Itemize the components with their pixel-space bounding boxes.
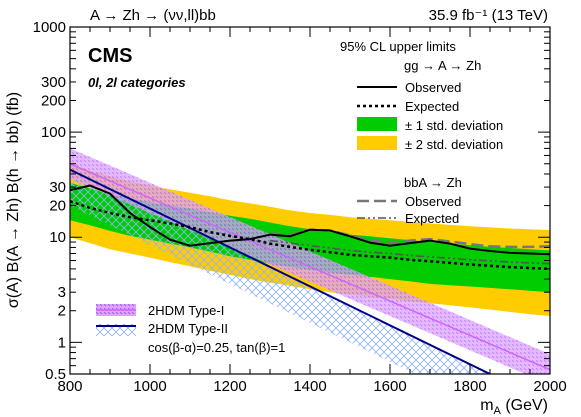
axis-ticks: [69, 26, 551, 375]
x-tick-label: 1800: [453, 378, 486, 395]
legend-bb-observed: Observed: [405, 194, 461, 209]
y-tick-label: 1000: [33, 19, 66, 36]
categories-label: 0l, 2l categories: [88, 75, 186, 90]
y-tick-label: 200: [41, 92, 66, 109]
y-tick-label: 0.5: [45, 366, 66, 383]
legend-thdm-params: cos(β-α)=0.25, tan(β)=1: [148, 340, 285, 355]
x-tick-label: 1000: [133, 378, 166, 395]
x-tick-label: 1400: [293, 378, 326, 395]
legend-band2: ± 2 std. deviation: [405, 137, 503, 152]
thdm2-line: [70, 168, 491, 374]
y-tick-label: 3: [58, 284, 66, 301]
y-axis-title: σ(A) B(A → Zh) B(h → bb) (fb): [5, 92, 22, 308]
y-tick-label: 100: [41, 124, 66, 141]
y-tick-label: 20: [49, 198, 66, 215]
x-tick-label: 1200: [213, 378, 246, 395]
y-tick-label: 1: [58, 334, 66, 351]
legend-main: 95% CL upper limits gg → A → Zh Observed…: [340, 39, 503, 226]
legend-2hdm: 2HDM Type-I 2HDM Type-II cos(β-α)=0.25, …: [96, 303, 285, 355]
y-tick-label: 300: [41, 74, 66, 91]
y-tick-label: 30: [49, 179, 66, 196]
process-header: A → Zh → (νν,ll)bb: [90, 7, 216, 24]
legend-gg-observed: Observed: [405, 80, 461, 95]
observed-line: [70, 184, 550, 256]
axis-tick-labels: 800 1000 1200 1400 1600 1800 2000 0.5 1 2 3 10 20 30 1…: [33, 19, 567, 395]
lumi-header: 35.9 fb⁻¹ (13 TeV): [429, 7, 548, 24]
x-tick-label: 2000: [533, 378, 566, 395]
x-tick-label: 1600: [373, 378, 406, 395]
x-axis-title: mA (GeV): [480, 397, 548, 417]
experiment-label: CMS: [88, 45, 132, 67]
legend-thdm2: 2HDM Type-II: [148, 321, 228, 336]
legend-thdm1: 2HDM Type-I: [148, 303, 224, 318]
legend-gg-title: gg → A → Zh: [404, 58, 481, 73]
bb-observed-line: [269, 228, 550, 249]
plot-area: [70, 148, 550, 374]
legend-band1: ± 1 std. deviation: [405, 118, 503, 133]
bb-expected-line: [269, 239, 550, 265]
legend-heading: 95% CL upper limits: [340, 39, 456, 54]
legend-bb-title: bbA → Zh: [404, 175, 462, 190]
thdm1-line: [70, 163, 550, 371]
legend-band1-swatch: [357, 117, 397, 131]
y-tick-label: 2: [58, 303, 66, 320]
legend-bb-expected: Expected: [405, 211, 459, 226]
y-tick-label: 10: [49, 229, 66, 246]
legend-gg-expected: Expected: [405, 99, 459, 114]
legend-band2-swatch: [357, 136, 397, 150]
x-tick-label: 800: [57, 378, 82, 395]
